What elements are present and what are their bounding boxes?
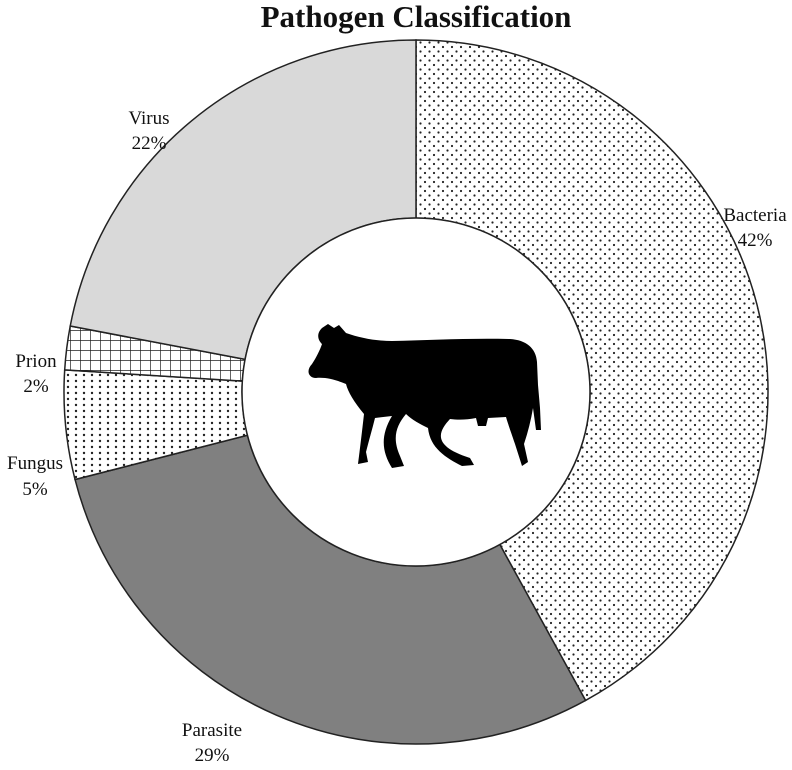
label-bacteria-value: 42% (738, 230, 773, 251)
cow-icon (308, 324, 541, 468)
label-prion-name: Prion (15, 351, 57, 372)
label-prion-value: 2% (23, 376, 49, 397)
chart-title: Pathogen Classification (261, 0, 572, 34)
label-bacteria-name: Bacteria (723, 205, 787, 226)
label-virus-value: 22% (132, 133, 167, 154)
label-parasite-name: Parasite (182, 720, 242, 741)
labels-group: Bacteria 42% Parasite 29% Fungus 5% Prio… (7, 108, 787, 766)
label-parasite-value: 29% (195, 745, 230, 766)
slices-group (63, 39, 769, 745)
label-fungus-value: 5% (22, 479, 48, 500)
label-virus-name: Virus (128, 108, 169, 129)
label-fungus-name: Fungus (7, 453, 63, 474)
